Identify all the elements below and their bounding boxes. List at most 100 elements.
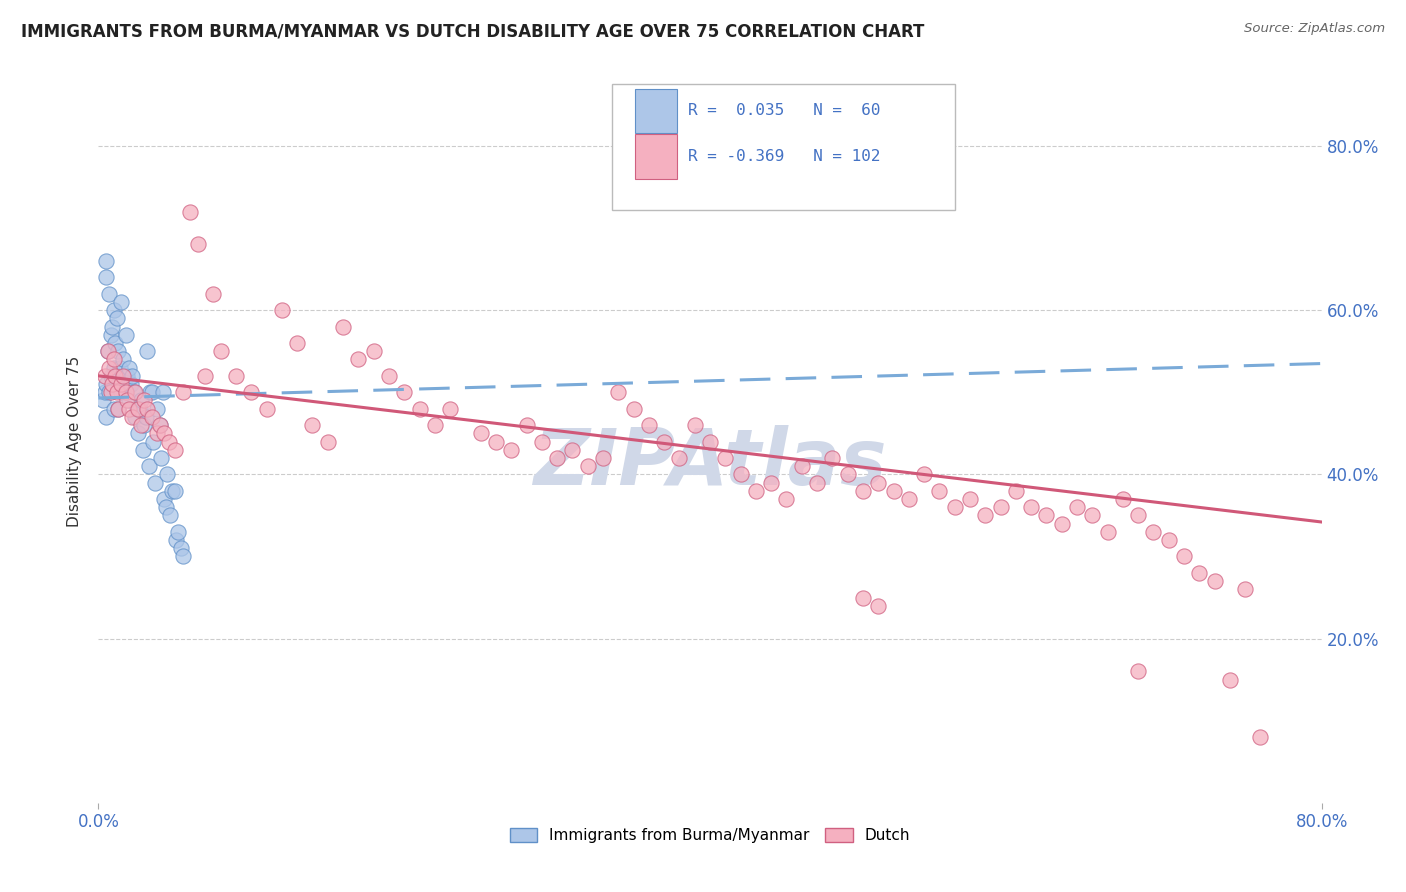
Point <box>408 401 430 416</box>
Point <box>125 401 148 416</box>
Point <box>110 385 132 400</box>
Point <box>347 352 370 367</box>
Text: IMMIGRANTS FROM BURMA/MYANMAR VS DUTCH DISABILITY AGE OVER 75 CORRELATION CHART: IMMIGRANTS FROM BURMA/MYANMAR VS DUTCH D… <box>21 22 925 40</box>
Point <box>759 475 782 490</box>
Point <box>128 401 150 416</box>
Point <box>172 549 194 564</box>
Point <box>135 409 157 424</box>
Text: ZIPAtlas: ZIPAtlas <box>533 425 887 501</box>
Point <box>129 393 152 408</box>
Point <box>165 533 187 547</box>
Point <box>1050 516 1073 531</box>
Point <box>1142 524 1164 539</box>
Point <box>668 450 690 465</box>
Point <box>100 385 122 400</box>
Point <box>1097 524 1119 539</box>
Point <box>155 500 177 515</box>
Point <box>105 368 128 383</box>
Point <box>501 442 523 457</box>
Point <box>94 377 117 392</box>
Point <box>439 401 461 416</box>
Point <box>100 327 122 342</box>
Point <box>118 360 141 375</box>
Point <box>301 418 323 433</box>
Point <box>546 450 568 465</box>
Point <box>108 360 131 375</box>
Point <box>167 524 190 539</box>
Point <box>149 418 172 433</box>
Text: Source: ZipAtlas.com: Source: ZipAtlas.com <box>1244 22 1385 36</box>
Point <box>157 434 180 449</box>
Point <box>101 377 124 392</box>
Point <box>107 401 129 416</box>
Point <box>806 475 828 490</box>
Point <box>142 434 165 449</box>
Point <box>1112 491 1135 506</box>
Point <box>530 434 553 449</box>
Point <box>132 442 155 457</box>
Point <box>683 418 706 433</box>
Point <box>103 352 125 367</box>
FancyBboxPatch shape <box>612 84 955 211</box>
Point <box>121 368 143 383</box>
Point <box>141 409 163 424</box>
Point <box>179 204 201 219</box>
Point <box>104 368 127 383</box>
Point <box>775 491 797 506</box>
Point <box>332 319 354 334</box>
Point <box>285 336 308 351</box>
Point <box>943 500 966 515</box>
Point <box>868 599 890 613</box>
Point <box>897 491 920 506</box>
Point <box>163 483 186 498</box>
Point <box>194 368 217 383</box>
Text: R = -0.369   N = 102: R = -0.369 N = 102 <box>688 149 880 164</box>
Point <box>141 385 163 400</box>
Point <box>117 368 139 383</box>
Point <box>139 385 162 400</box>
Point <box>1128 665 1150 679</box>
Point <box>97 344 120 359</box>
Point <box>103 303 125 318</box>
Point <box>209 344 232 359</box>
Point <box>129 418 152 433</box>
Point <box>145 401 167 416</box>
Point <box>1188 566 1211 580</box>
Point <box>124 409 146 424</box>
Point <box>912 467 935 482</box>
FancyBboxPatch shape <box>636 89 678 133</box>
Point <box>134 418 156 433</box>
Point <box>1219 673 1241 687</box>
Point <box>637 418 661 433</box>
Point <box>101 319 124 334</box>
Point <box>127 426 149 441</box>
Point <box>160 483 183 498</box>
Point <box>112 377 135 392</box>
Point <box>959 491 981 506</box>
Point <box>1081 508 1104 523</box>
Point <box>118 393 141 408</box>
Point <box>1173 549 1195 564</box>
Point <box>103 401 125 416</box>
Point <box>120 377 142 392</box>
Point <box>868 475 890 490</box>
Point <box>127 401 149 416</box>
Point <box>103 360 125 375</box>
Point <box>790 459 813 474</box>
Point <box>240 385 263 400</box>
Point <box>1066 500 1088 515</box>
Point <box>745 483 768 498</box>
Point <box>837 467 859 482</box>
Point <box>94 409 117 424</box>
Point <box>256 401 278 416</box>
Point <box>172 385 194 400</box>
Point <box>110 295 132 310</box>
Point <box>576 459 599 474</box>
Point <box>145 426 167 441</box>
Point <box>100 368 122 383</box>
Point <box>136 401 159 416</box>
Point <box>153 426 176 441</box>
Text: R =  0.035   N =  60: R = 0.035 N = 60 <box>688 103 880 119</box>
Point <box>105 385 128 400</box>
Point <box>104 336 127 351</box>
